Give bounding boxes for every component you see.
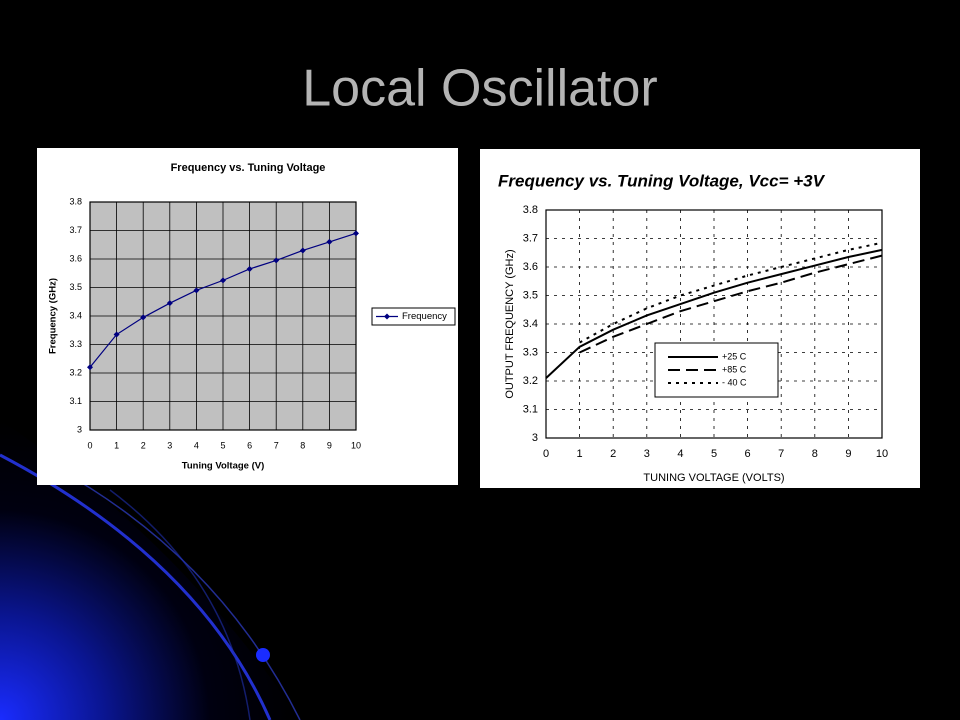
- y-axis-label: OUTPUT FREQUENCY (GHz): [504, 249, 516, 398]
- x-tick-label: 6: [247, 440, 252, 450]
- y-tick-label: 3.6: [523, 261, 538, 273]
- decor-arc: [109, 489, 251, 720]
- y-tick-label: 3.2: [523, 375, 538, 387]
- data-point: [220, 277, 226, 284]
- data-point: [299, 247, 306, 254]
- x-tick-label: 8: [812, 448, 818, 460]
- plot-border: [89, 201, 357, 431]
- decor-dot: [256, 648, 270, 662]
- x-axis-label: Tuning Voltage (V): [182, 461, 265, 472]
- x-axis-label: TUNING VOLTAGE (VOLTS): [643, 472, 784, 484]
- data-point: [353, 230, 359, 237]
- x-tick-label: 2: [610, 448, 616, 460]
- series-line: [579, 241, 883, 344]
- data-point: [87, 364, 93, 371]
- y-tick-label: 3.7: [69, 225, 82, 235]
- slide-title: Local Oscillator: [302, 60, 657, 118]
- x-tick-label: 5: [220, 440, 225, 450]
- x-tick-label: 1: [114, 440, 119, 450]
- x-tick-label: 7: [274, 440, 279, 450]
- y-tick-label: 3.5: [523, 289, 538, 301]
- decor-arc: [59, 469, 301, 720]
- y-tick-label: 3: [532, 432, 538, 444]
- y-tick-label: 3.8: [523, 204, 538, 216]
- x-tick-label: 1: [577, 448, 583, 460]
- decor-glow: [0, 420, 300, 720]
- y-tick-label: 3.2: [69, 367, 82, 377]
- x-tick-label: 10: [351, 440, 361, 450]
- y-tick-label: 3.3: [69, 339, 82, 349]
- y-tick-label: 3.3: [523, 346, 538, 358]
- legend-label: Frequency: [402, 311, 447, 322]
- y-tick-label: 3.8: [69, 196, 82, 206]
- data-point: [113, 331, 120, 338]
- x-tick-label: 6: [745, 448, 751, 460]
- x-tick-label: 9: [327, 440, 332, 450]
- plot-border: [545, 209, 883, 439]
- x-tick-label: 5: [711, 448, 717, 460]
- y-tick-label: 3.1: [523, 403, 538, 415]
- chart-title: Frequency vs. Tuning Voltage, Vcc= +3V: [498, 171, 826, 190]
- y-tick-label: 3.1: [69, 396, 82, 406]
- legend-box: [371, 307, 456, 326]
- x-tick-label: 10: [876, 448, 888, 460]
- x-tick-label: 8: [300, 440, 305, 450]
- x-tick-label: 2: [141, 440, 146, 450]
- data-point: [193, 287, 200, 294]
- data-point: [326, 238, 333, 245]
- data-point: [166, 300, 173, 307]
- series-line: [579, 254, 883, 354]
- data-point: [273, 257, 280, 264]
- x-tick-label: 0: [543, 448, 549, 460]
- x-tick-label: 9: [845, 448, 851, 460]
- y-tick-label: 3.4: [69, 310, 82, 320]
- x-tick-label: 4: [677, 448, 683, 460]
- chart-title: Frequency vs. Tuning Voltage: [171, 162, 326, 174]
- legend-label: +85 C: [722, 364, 747, 374]
- data-point: [140, 314, 147, 321]
- legend-marker: [384, 313, 390, 320]
- legend-label: +25 C: [722, 351, 747, 361]
- y-tick-label: 3.5: [69, 282, 82, 292]
- y-tick-label: 3.4: [523, 318, 538, 330]
- legend-label: - 40 C: [722, 377, 747, 387]
- x-tick-label: 4: [194, 440, 199, 450]
- series-line: [545, 248, 883, 379]
- x-tick-label: 0: [87, 440, 92, 450]
- y-tick-label: 3: [77, 424, 82, 434]
- x-tick-label: 3: [167, 440, 172, 450]
- y-tick-label: 3.6: [69, 253, 82, 263]
- x-tick-label: 3: [644, 448, 650, 460]
- data-point: [246, 265, 253, 272]
- y-tick-label: 3.7: [523, 232, 538, 244]
- x-tick-label: 7: [778, 448, 784, 460]
- y-axis-label: Frequency (GHz): [48, 278, 59, 354]
